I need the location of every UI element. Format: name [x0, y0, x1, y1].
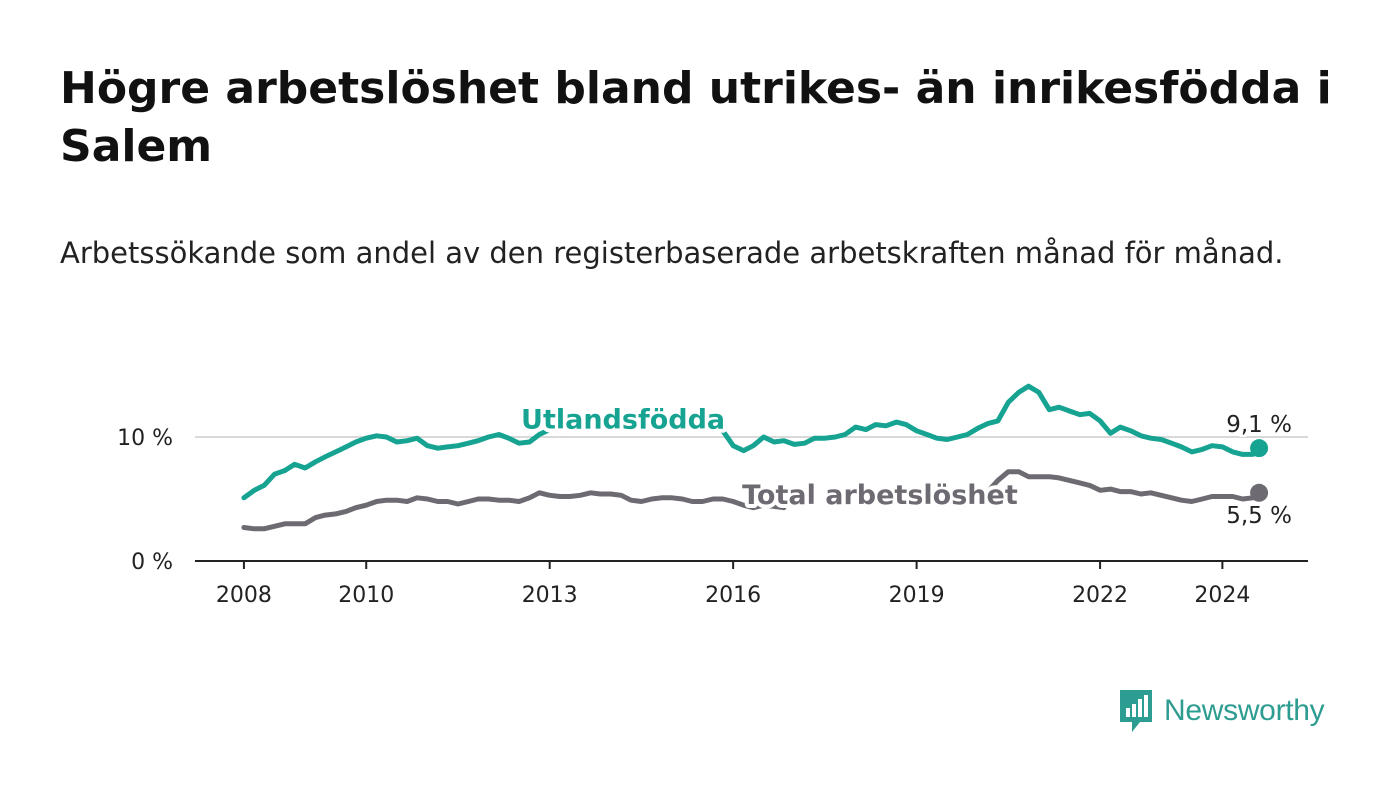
end-point-total	[1250, 483, 1269, 502]
end-value-label-utlandsfodda: 9,1 %	[1226, 412, 1292, 438]
y-tick-label: 10 %	[117, 426, 173, 451]
end-point-utlandsfodda	[1250, 439, 1269, 458]
chart-subtitle: Arbetssökande som andel av den registerb…	[60, 236, 1284, 270]
brand-name: Newsworthy	[1164, 694, 1325, 727]
x-tick-label: 2019	[889, 583, 945, 608]
series-label-utlandsfodda: Utlandsfödda	[521, 404, 725, 435]
series-labels: Utlandsfödda 9,1 % Total arbetslöshet 5,5 %	[517, 400, 1294, 531]
x-tick-label: 2024	[1194, 583, 1250, 608]
y-tick-label: 0 %	[131, 550, 173, 575]
x-tick-label: 2016	[705, 583, 761, 608]
x-tick-label: 2013	[522, 583, 578, 608]
page-title: Högre arbetslöshet bland utrikes- än inr…	[60, 63, 1332, 172]
series-lines	[241, 383, 1269, 532]
x-tick-label: 2010	[338, 583, 394, 608]
series-line-total	[241, 469, 1262, 532]
x-tick-label: 2008	[216, 583, 272, 608]
x-axis: 2008 2010 2013 2016 2019 2022 2024	[195, 560, 1308, 608]
newsworthy-chart-icon	[1120, 690, 1152, 732]
series-label-total: Total arbetslöshet	[742, 480, 1018, 511]
series-line-utlandsfodda	[241, 383, 1262, 501]
x-tick-label: 2022	[1072, 583, 1128, 608]
newsworthy-logo[interactable]: Newsworthy	[1118, 688, 1325, 734]
end-value-label-total: 5,5 %	[1226, 503, 1292, 529]
